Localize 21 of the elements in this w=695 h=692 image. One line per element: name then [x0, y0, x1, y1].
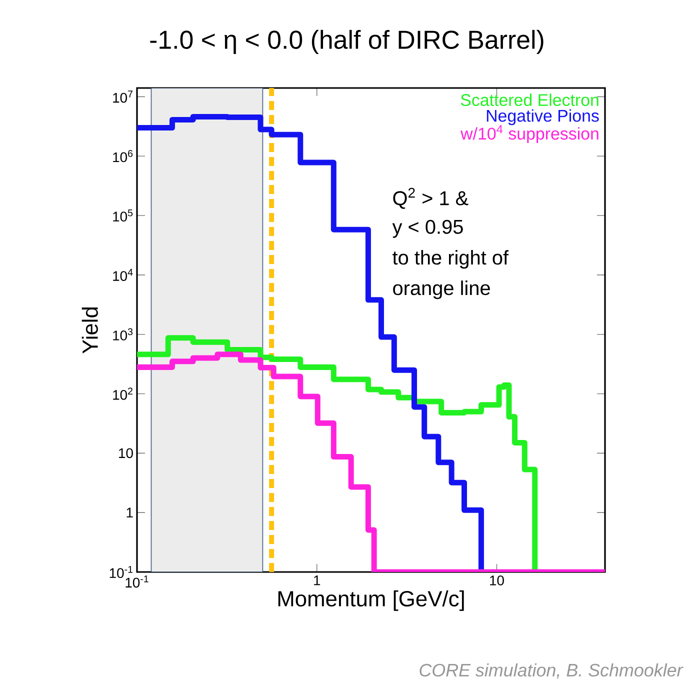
y-tick-label: 10$^{6}$: [113, 150, 133, 162]
annotation: Q$^{2}$ > 1 &: [393, 188, 468, 209]
x-axis-title: Momentum [GeV/c]: [278, 590, 464, 611]
y-axis-title: Yield: [82, 307, 98, 354]
annotation: orange line: [393, 280, 490, 300]
text: w/10$^{4}$ suppression: [460, 125, 598, 144]
y-tick-label: 10$^{3}$: [113, 328, 133, 340]
text: CORE simulation, B. Schmookler: [420, 663, 684, 679]
y-tick-label: 1: [126, 508, 133, 518]
text: Negative Pions: [486, 109, 599, 126]
annotation: to the right of: [392, 250, 509, 269]
y-tick-label: 10$^{4}$: [113, 268, 133, 281]
x-tick-label: 1: [314, 576, 320, 586]
y-tick-label: 10: [119, 448, 133, 458]
chart-title: -1.0 < η < 0.0 (half of DIRC Barrel): [150, 30, 544, 54]
annotation: y < 0.95: [392, 220, 463, 238]
y-tick-label: 10$^{5}$: [113, 209, 133, 222]
y-tick-label: 10$^{2}$: [113, 388, 132, 400]
x-tick-label: 10: [490, 576, 504, 586]
y-tick-label: 10$^{7}$: [113, 90, 132, 103]
text: Scattered Electron: [460, 94, 598, 106]
